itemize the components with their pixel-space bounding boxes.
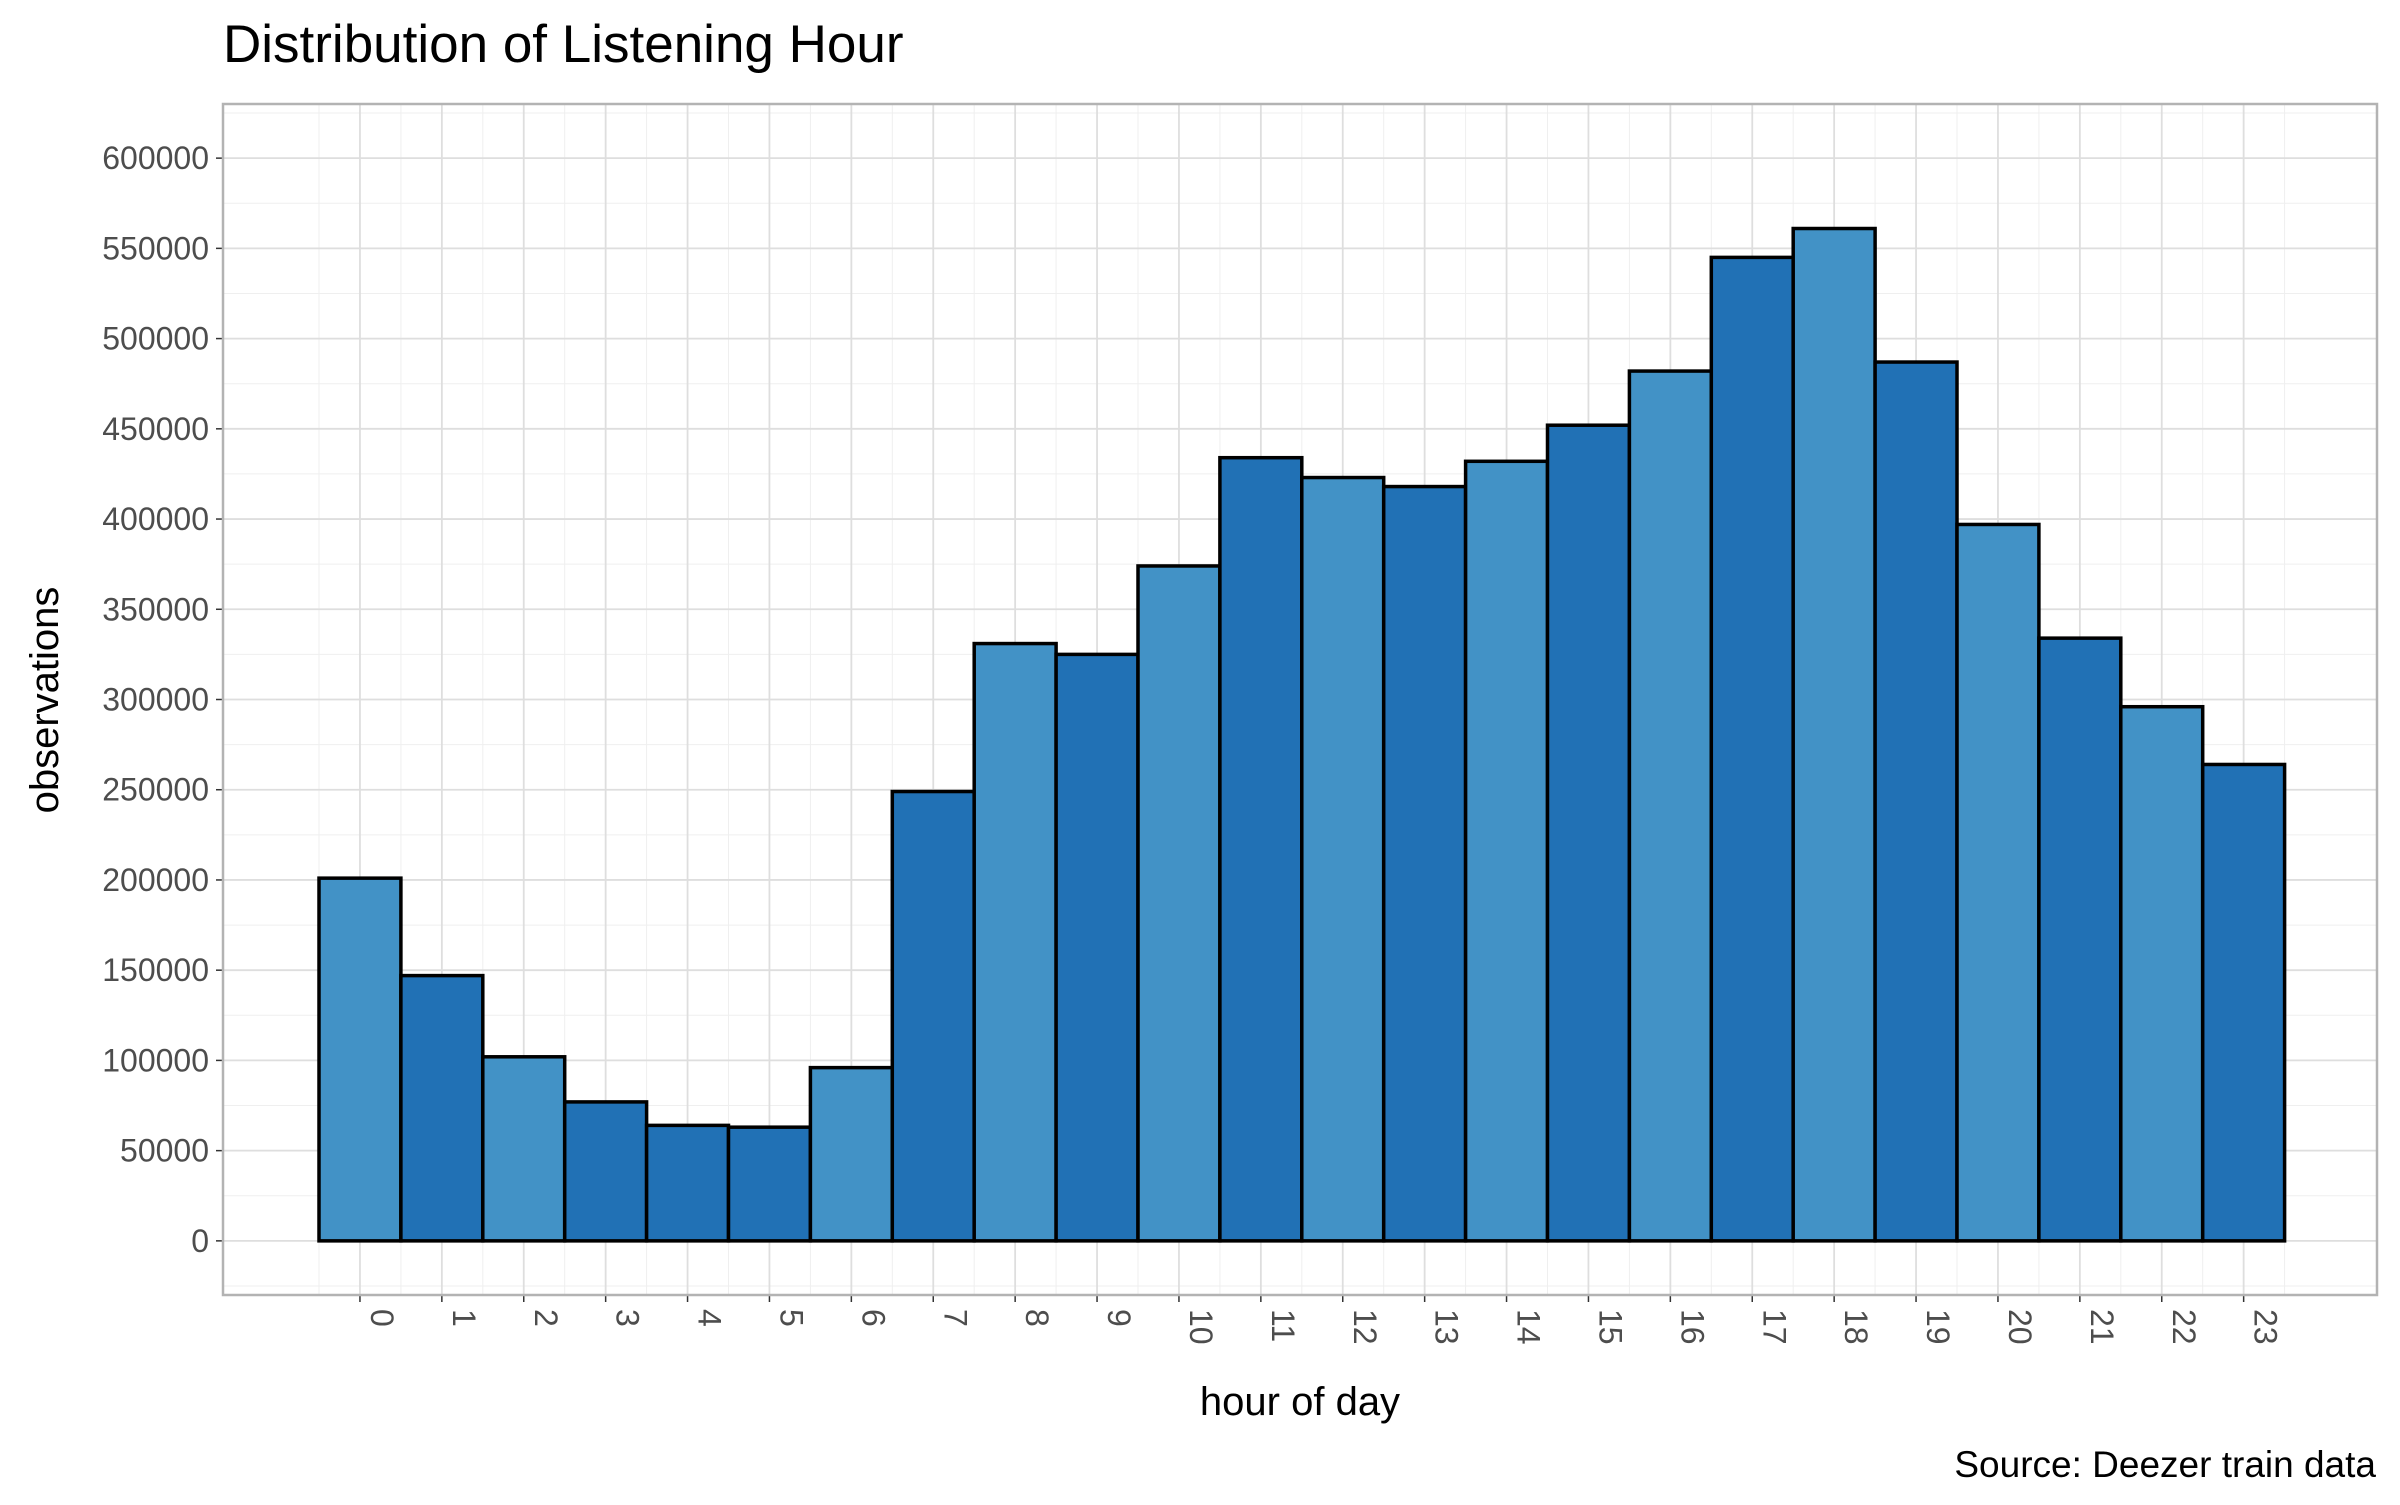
bars	[317, 226, 2287, 1243]
bar-hour-16	[1627, 369, 1714, 1243]
x-tick-label: 17	[1756, 1309, 1792, 1345]
bar-hour-9	[1054, 652, 1140, 1243]
y-tick-label: 400000	[102, 501, 209, 537]
bar-hour-17	[1709, 255, 1795, 1243]
chart-title: Distribution of Listening Hour	[223, 15, 904, 74]
x-axis-title: hour of day	[1200, 1380, 1400, 1424]
x-tick-label: 4	[692, 1309, 728, 1327]
x-tick-label: 9	[1101, 1309, 1137, 1327]
bar-hour-20	[1955, 522, 2041, 1243]
bar-hour-3	[562, 1100, 649, 1243]
bar-hour-0	[317, 876, 403, 1243]
x-tick-label: 8	[1019, 1309, 1055, 1327]
y-tick-label: 450000	[102, 411, 209, 447]
x-tick-label: 5	[773, 1309, 809, 1327]
bar-hour-4	[644, 1123, 731, 1243]
y-axis-title: observations	[23, 587, 67, 814]
y-tick-label: 500000	[102, 321, 209, 357]
x-tick-label: 3	[610, 1309, 646, 1327]
x-tick-label: 19	[1920, 1309, 1956, 1345]
x-tick-label: 14	[1511, 1309, 1547, 1345]
bar-hour-6	[808, 1065, 895, 1243]
x-tick-label: 7	[937, 1309, 973, 1327]
x-tick-label: 6	[855, 1309, 891, 1327]
y-axis: 0 50000 100000 150000 200000 250000 300000 3500…	[102, 140, 223, 1259]
bar-hour-7	[890, 789, 976, 1243]
x-tick-label: 11	[1265, 1309, 1301, 1342]
bar-hour-19	[1873, 360, 1959, 1243]
x-tick-label: 13	[1429, 1309, 1465, 1345]
bar-hour-15	[1545, 423, 1632, 1243]
y-tick-label: 250000	[102, 772, 209, 808]
x-tick-label: 1	[446, 1309, 482, 1327]
bar-hour-13	[1381, 484, 1468, 1243]
x-tick-label: 21	[2084, 1309, 2120, 1345]
chart-caption: Source: Deezer train data	[1954, 1444, 2376, 1485]
x-tick-label: 12	[1347, 1309, 1383, 1345]
bar-hour-12	[1300, 475, 1386, 1243]
x-tick-label: 22	[2166, 1309, 2202, 1345]
x-tick-label: 2	[528, 1309, 564, 1327]
x-tick-label: 0	[364, 1309, 400, 1327]
bar-hour-23	[2200, 762, 2287, 1243]
y-tick-label: 550000	[102, 230, 209, 266]
bar-hour-5	[726, 1125, 813, 1243]
y-tick-label: 600000	[102, 140, 209, 176]
bar-hour-1	[399, 973, 485, 1243]
x-tick-label: 18	[1838, 1309, 1874, 1345]
x-tick-label: 10	[1183, 1309, 1219, 1345]
bar-hour-14	[1463, 459, 1550, 1243]
y-tick-label: 300000	[102, 682, 209, 718]
y-tick-label: 200000	[102, 862, 209, 898]
y-tick-label: 0	[191, 1223, 209, 1259]
bar-hour-10	[1136, 564, 1222, 1243]
bar-hour-8	[972, 641, 1058, 1243]
y-tick-label: 150000	[102, 952, 209, 988]
y-tick-label: 100000	[102, 1042, 209, 1078]
x-tick-label: 15	[1592, 1309, 1628, 1345]
bar-hour-22	[2119, 704, 2205, 1243]
plot-panel-border	[221, 102, 2379, 1297]
x-tick-label: 23	[2248, 1309, 2284, 1345]
x-tick-label: 20	[2002, 1309, 2038, 1345]
bar-hour-11	[1218, 455, 1304, 1243]
bar-hour-2	[481, 1055, 567, 1243]
x-axis: 0 1 2 3 4 5 6 7 8 9 10 11 12 13 14 15 16 17 18 19 20 21 22 23	[359, 1295, 2284, 1345]
y-tick-label: 50000	[120, 1133, 209, 1169]
y-tick-label: 350000	[102, 591, 209, 627]
x-tick-label: 16	[1674, 1309, 1710, 1345]
bar-hour-18	[1791, 226, 1877, 1243]
bar-hour-21	[2037, 636, 2123, 1243]
